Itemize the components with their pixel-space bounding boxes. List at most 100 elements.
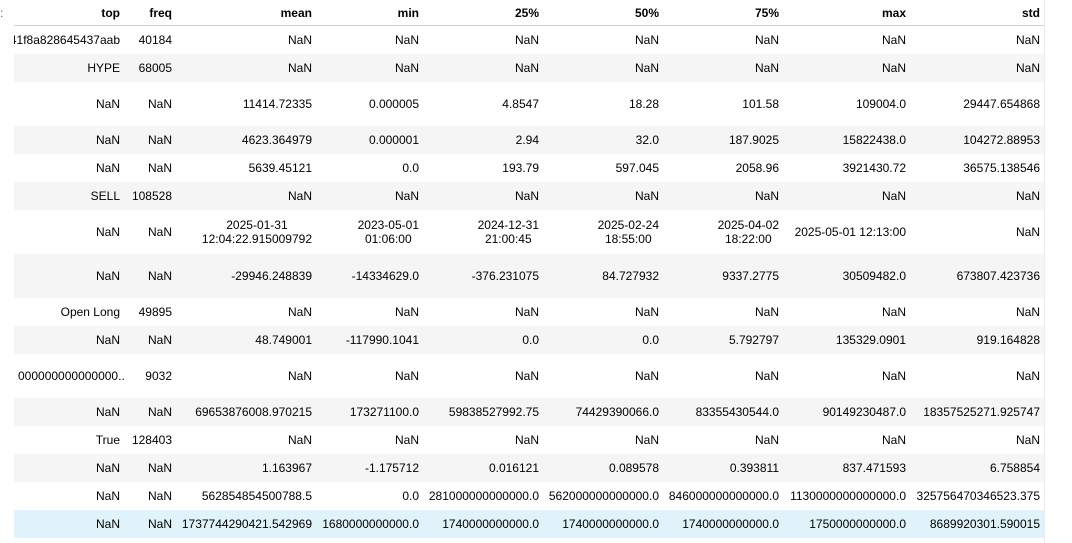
- table-cell: 6.758854: [910, 454, 1044, 482]
- table-cell: NaN: [394, 33, 419, 47]
- table-cell: NaN: [514, 305, 539, 319]
- table-cell: NaN: [783, 182, 910, 210]
- table-cell: NaN: [176, 182, 316, 210]
- column-header[interactable]: min: [316, 0, 423, 26]
- table-row[interactable]: NaN NaN 562854854500788.5 0.0 28100000000000…: [14, 482, 1044, 510]
- output-edge: [1044, 0, 1045, 543]
- table-row[interactable]: NaN NaN 11414.72335 0.000005 4.8547 18.28 101.…: [14, 82, 1044, 126]
- table-row[interactable]: NaN NaN 5639.45121 0.0 193.79 597.045 2058.96 3…: [14, 154, 1044, 182]
- column-header[interactable]: 25%: [423, 0, 543, 26]
- table-cell: NaN: [514, 433, 539, 447]
- table-cell: 8689920301.590015: [910, 510, 1044, 538]
- table-cell: NaN: [95, 225, 120, 239]
- column-header[interactable]: 75%: [663, 0, 783, 26]
- table-cell: 32.0: [543, 126, 663, 154]
- table-row[interactable]: NaN NaN 48.749001 -117990.1041 0.0 0.0 5.79279…: [14, 326, 1044, 354]
- table-cell: 919.164828: [910, 326, 1044, 354]
- table-cell: 18357525271.925747: [910, 398, 1044, 426]
- table-cell: 128403: [131, 433, 172, 447]
- table-cell: 15822438.0: [783, 126, 910, 154]
- table-cell: 0.0: [543, 326, 663, 354]
- table-cell: NaN: [14, 326, 124, 354]
- column-header[interactable]: max: [783, 0, 910, 26]
- describe-output-table: top freq mean min 25% 50% 75% max std 41f8a82864…: [14, 0, 1044, 538]
- table-cell: NaN: [124, 510, 176, 538]
- table-cell: 0.000001: [316, 126, 423, 154]
- table-cell: 325756470346523.375: [916, 489, 1040, 503]
- table-cell: 0.089578: [543, 454, 663, 482]
- table-row[interactable]: HYPE 68005 NaN NaN NaN NaN NaN NaN NaN: [14, 54, 1044, 82]
- table-cell: 5.792797: [663, 326, 783, 354]
- table-cell: 2023-05-01 01:06:00: [357, 218, 419, 246]
- column-header[interactable]: std: [910, 0, 1044, 26]
- table-cell: 837.471593: [783, 454, 910, 482]
- table-cell: HYPE: [14, 54, 124, 82]
- table-cell: NaN: [514, 369, 539, 383]
- table-cell: 173271100.0: [316, 398, 423, 426]
- table-cell: 1740000000000.0: [423, 510, 543, 538]
- table-cell: NaN: [147, 489, 172, 503]
- table-cell: 84.727932: [543, 254, 663, 298]
- table-cell: 69653876008.970215: [176, 398, 316, 426]
- table-cell: 40184: [138, 33, 172, 47]
- table-cell: NaN: [124, 126, 176, 154]
- table-row[interactable]: 000000000000000... 9032 NaN NaN NaN NaN NaN NaN…: [14, 354, 1044, 398]
- table-cell: 0.393811: [663, 454, 783, 482]
- table-row[interactable]: NaN NaN 69653876008.970215 173271100.0 59838…: [14, 398, 1044, 426]
- table-cell: NaN: [124, 398, 176, 426]
- table-row[interactable]: NaN NaN 1737744290421.542969 1680000000000.…: [14, 510, 1044, 538]
- cell-marker: :: [0, 6, 4, 20]
- table-cell: 1680000000000.0: [316, 510, 423, 538]
- table-cell: NaN: [1015, 33, 1040, 47]
- table-cell: NaN: [1015, 305, 1040, 319]
- table-cell: 101.58: [742, 97, 779, 111]
- table-cell: NaN: [881, 305, 906, 319]
- table-cell: 41f8a828645437aab: [14, 33, 120, 47]
- table-cell: NaN: [881, 369, 906, 383]
- column-header[interactable]: freq: [124, 0, 176, 26]
- table-cell: 109004.0: [855, 97, 906, 111]
- table-row[interactable]: Open Long 49895 NaN NaN NaN NaN NaN NaN NaN: [14, 298, 1044, 326]
- table-row[interactable]: True 128403 NaN NaN NaN NaN NaN NaN NaN: [14, 426, 1044, 454]
- table-cell: 9337.2775: [663, 254, 783, 298]
- table-cell: 49895: [138, 305, 172, 319]
- table-cell: 1740000000000.0: [543, 510, 663, 538]
- table-cell: NaN: [1015, 225, 1040, 239]
- table-cell: -1.175712: [316, 454, 423, 482]
- table-cell: NaN: [124, 326, 176, 354]
- table-cell: NaN: [663, 54, 783, 82]
- table-cell: NaN: [147, 97, 172, 111]
- table-cell: NaN: [881, 433, 906, 447]
- table-cell: 108528: [124, 182, 176, 210]
- table-row[interactable]: NaN NaN -29946.248839 -14334629.0 -376.23107…: [14, 254, 1044, 298]
- table-cell: 30509482.0: [783, 254, 910, 298]
- column-header[interactable]: 50%: [543, 0, 663, 26]
- table-cell: 83355430544.0: [663, 398, 783, 426]
- table-cell: NaN: [634, 305, 659, 319]
- column-header[interactable]: top: [14, 0, 124, 26]
- table-cell: Open Long: [60, 305, 120, 319]
- table-row[interactable]: NaN NaN 4623.364979 0.000001 2.94 32.0 187.902…: [14, 126, 1044, 154]
- table-cell: NaN: [881, 33, 906, 47]
- table-cell: 9032: [145, 369, 172, 383]
- table-cell: 0.0: [423, 326, 543, 354]
- table-cell: 59838527992.75: [423, 398, 543, 426]
- table-row[interactable]: NaN NaN 1.163967 -1.175712 0.016121 0.089578 0…: [14, 454, 1044, 482]
- table-cell: 48.749001: [176, 326, 316, 354]
- table-cell: NaN: [14, 398, 124, 426]
- column-header[interactable]: mean: [176, 0, 316, 26]
- table-cell: NaN: [754, 33, 779, 47]
- table-cell: NaN: [394, 433, 419, 447]
- table-cell: 36575.138546: [963, 161, 1040, 175]
- table-cell: 2.94: [423, 126, 543, 154]
- table-cell: 846000000000000.0: [668, 489, 779, 503]
- table-cell: 68005: [124, 54, 176, 82]
- table-cell: 4.8547: [502, 97, 539, 111]
- table-cell: 000000000000000...: [18, 369, 124, 383]
- table-cell: 90149230487.0: [783, 398, 910, 426]
- table-cell: NaN: [147, 161, 172, 175]
- table-row[interactable]: 41f8a828645437aab 40184 NaN NaN NaN NaN NaN NaN…: [14, 26, 1044, 55]
- table-cell: NaN: [287, 305, 312, 319]
- table-row[interactable]: SELL 108528 NaN NaN NaN NaN NaN NaN NaN: [14, 182, 1044, 210]
- table-row[interactable]: NaN NaN 2025-01-31 12:04:22.915009792 2023-0…: [14, 210, 1044, 254]
